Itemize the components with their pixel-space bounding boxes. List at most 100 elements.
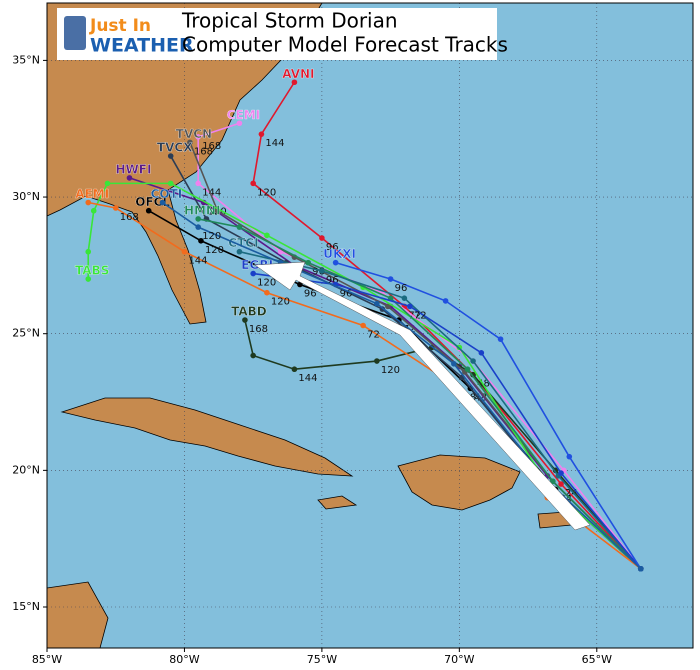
hour-label: 144: [298, 373, 317, 384]
x-tick-label: 80°W: [169, 653, 199, 666]
track-point: [104, 180, 111, 187]
hour-label: 120: [205, 245, 224, 256]
hour-label: 144: [265, 138, 284, 149]
hour-label: 24: [565, 488, 578, 499]
track-point: [464, 366, 471, 373]
title-background: [57, 8, 497, 60]
track-point: [159, 199, 166, 206]
title: Tropical Storm Dorian: [181, 9, 398, 33]
track-point: [558, 481, 564, 487]
track-point: [332, 259, 339, 266]
track-point: [195, 216, 201, 222]
title-box: Just In WEATHER Tropical Storm Dorian Co…: [57, 8, 508, 60]
track-point: [85, 276, 92, 282]
track-point: [558, 470, 564, 476]
model-label: OFCL: [135, 195, 170, 209]
model-label: CEMI: [227, 108, 260, 122]
track-point: [374, 300, 380, 307]
track-point: [195, 224, 201, 230]
hour-label: 120: [202, 231, 221, 242]
hour-label: 96: [326, 275, 339, 286]
track-point: [264, 289, 270, 296]
hour-label: 120: [381, 365, 400, 376]
model-label: COTI: [151, 187, 183, 201]
hour-label: 96: [326, 242, 339, 253]
model-track: [239, 250, 642, 570]
track-point: [385, 303, 391, 310]
track-point: [291, 366, 298, 373]
track-point: [250, 352, 256, 359]
map-frame: [46, 2, 694, 649]
track-point: [470, 371, 476, 378]
x-tick-label: 85°W: [32, 653, 62, 666]
track-point: [401, 295, 408, 301]
track-point: [407, 303, 413, 310]
model-label: AEMI: [75, 187, 109, 201]
track-point: [198, 237, 204, 244]
hour-label: 144: [188, 256, 207, 267]
track-point: [470, 358, 476, 364]
track-point: [195, 180, 201, 187]
track-point: [258, 131, 265, 137]
y-tick-label: 15°N: [12, 600, 40, 613]
track-point: [387, 276, 394, 282]
model-label: CTCI: [228, 236, 258, 250]
hour-label: 168: [194, 146, 213, 157]
y-tick-label: 35°N: [12, 53, 40, 66]
track-point: [478, 350, 485, 356]
model-label: TABD: [231, 305, 267, 319]
track-point: [442, 298, 449, 304]
x-tick-label: 70°W: [444, 653, 474, 666]
track-point: [319, 268, 325, 274]
hour-label: 96: [395, 283, 408, 294]
hour-label: 96: [312, 267, 325, 278]
track-point: [264, 232, 270, 239]
model-label: TVCN: [176, 127, 212, 141]
hour-label: 72: [367, 330, 380, 341]
forecast-arrow: [254, 261, 591, 531]
track-point: [126, 175, 133, 181]
model-label: TABS: [75, 264, 109, 278]
hour-label: 120: [257, 187, 276, 198]
track-point: [374, 358, 380, 364]
track-point: [195, 134, 201, 140]
hour-label: 168: [249, 324, 268, 335]
hour-label: 168: [202, 141, 221, 152]
model-label: TVCX: [157, 141, 193, 155]
track-point: [451, 360, 457, 367]
logo-top: Just In: [89, 16, 151, 36]
subtitle: Computer Model Forecast Tracks: [182, 33, 508, 57]
model-label: AVNI: [282, 67, 314, 81]
x-tick-label: 75°W: [307, 653, 337, 666]
hour-label: 168: [120, 212, 139, 223]
logo-bottom: WEATHER: [90, 35, 194, 57]
logo-icon: [64, 16, 86, 50]
model-track: [252, 81, 642, 570]
track-point: [497, 336, 504, 342]
track-point: [291, 79, 298, 86]
track-point: [112, 205, 119, 211]
track-point: [637, 565, 644, 572]
y-tick-label: 25°N: [12, 327, 40, 340]
y-tick-label: 30°N: [12, 190, 40, 203]
track-point: [85, 248, 92, 255]
track-point: [319, 235, 325, 241]
track-point: [297, 281, 303, 288]
track-point: [550, 478, 556, 485]
model-label: HMNI: [184, 203, 221, 217]
hour-label: 96: [340, 289, 353, 300]
track-point: [167, 153, 174, 159]
track-point: [566, 453, 573, 460]
track-point: [242, 317, 248, 323]
track-point: [360, 322, 366, 329]
model-label: HWFI: [115, 162, 151, 176]
hour-label: 120: [271, 297, 290, 308]
track-point: [167, 180, 174, 187]
model-track: [253, 272, 642, 570]
track-point: [236, 248, 243, 255]
model-track: [335, 261, 642, 570]
y-tick-label: 20°N: [12, 463, 40, 476]
track-point: [85, 199, 92, 206]
track-point: [250, 180, 256, 187]
